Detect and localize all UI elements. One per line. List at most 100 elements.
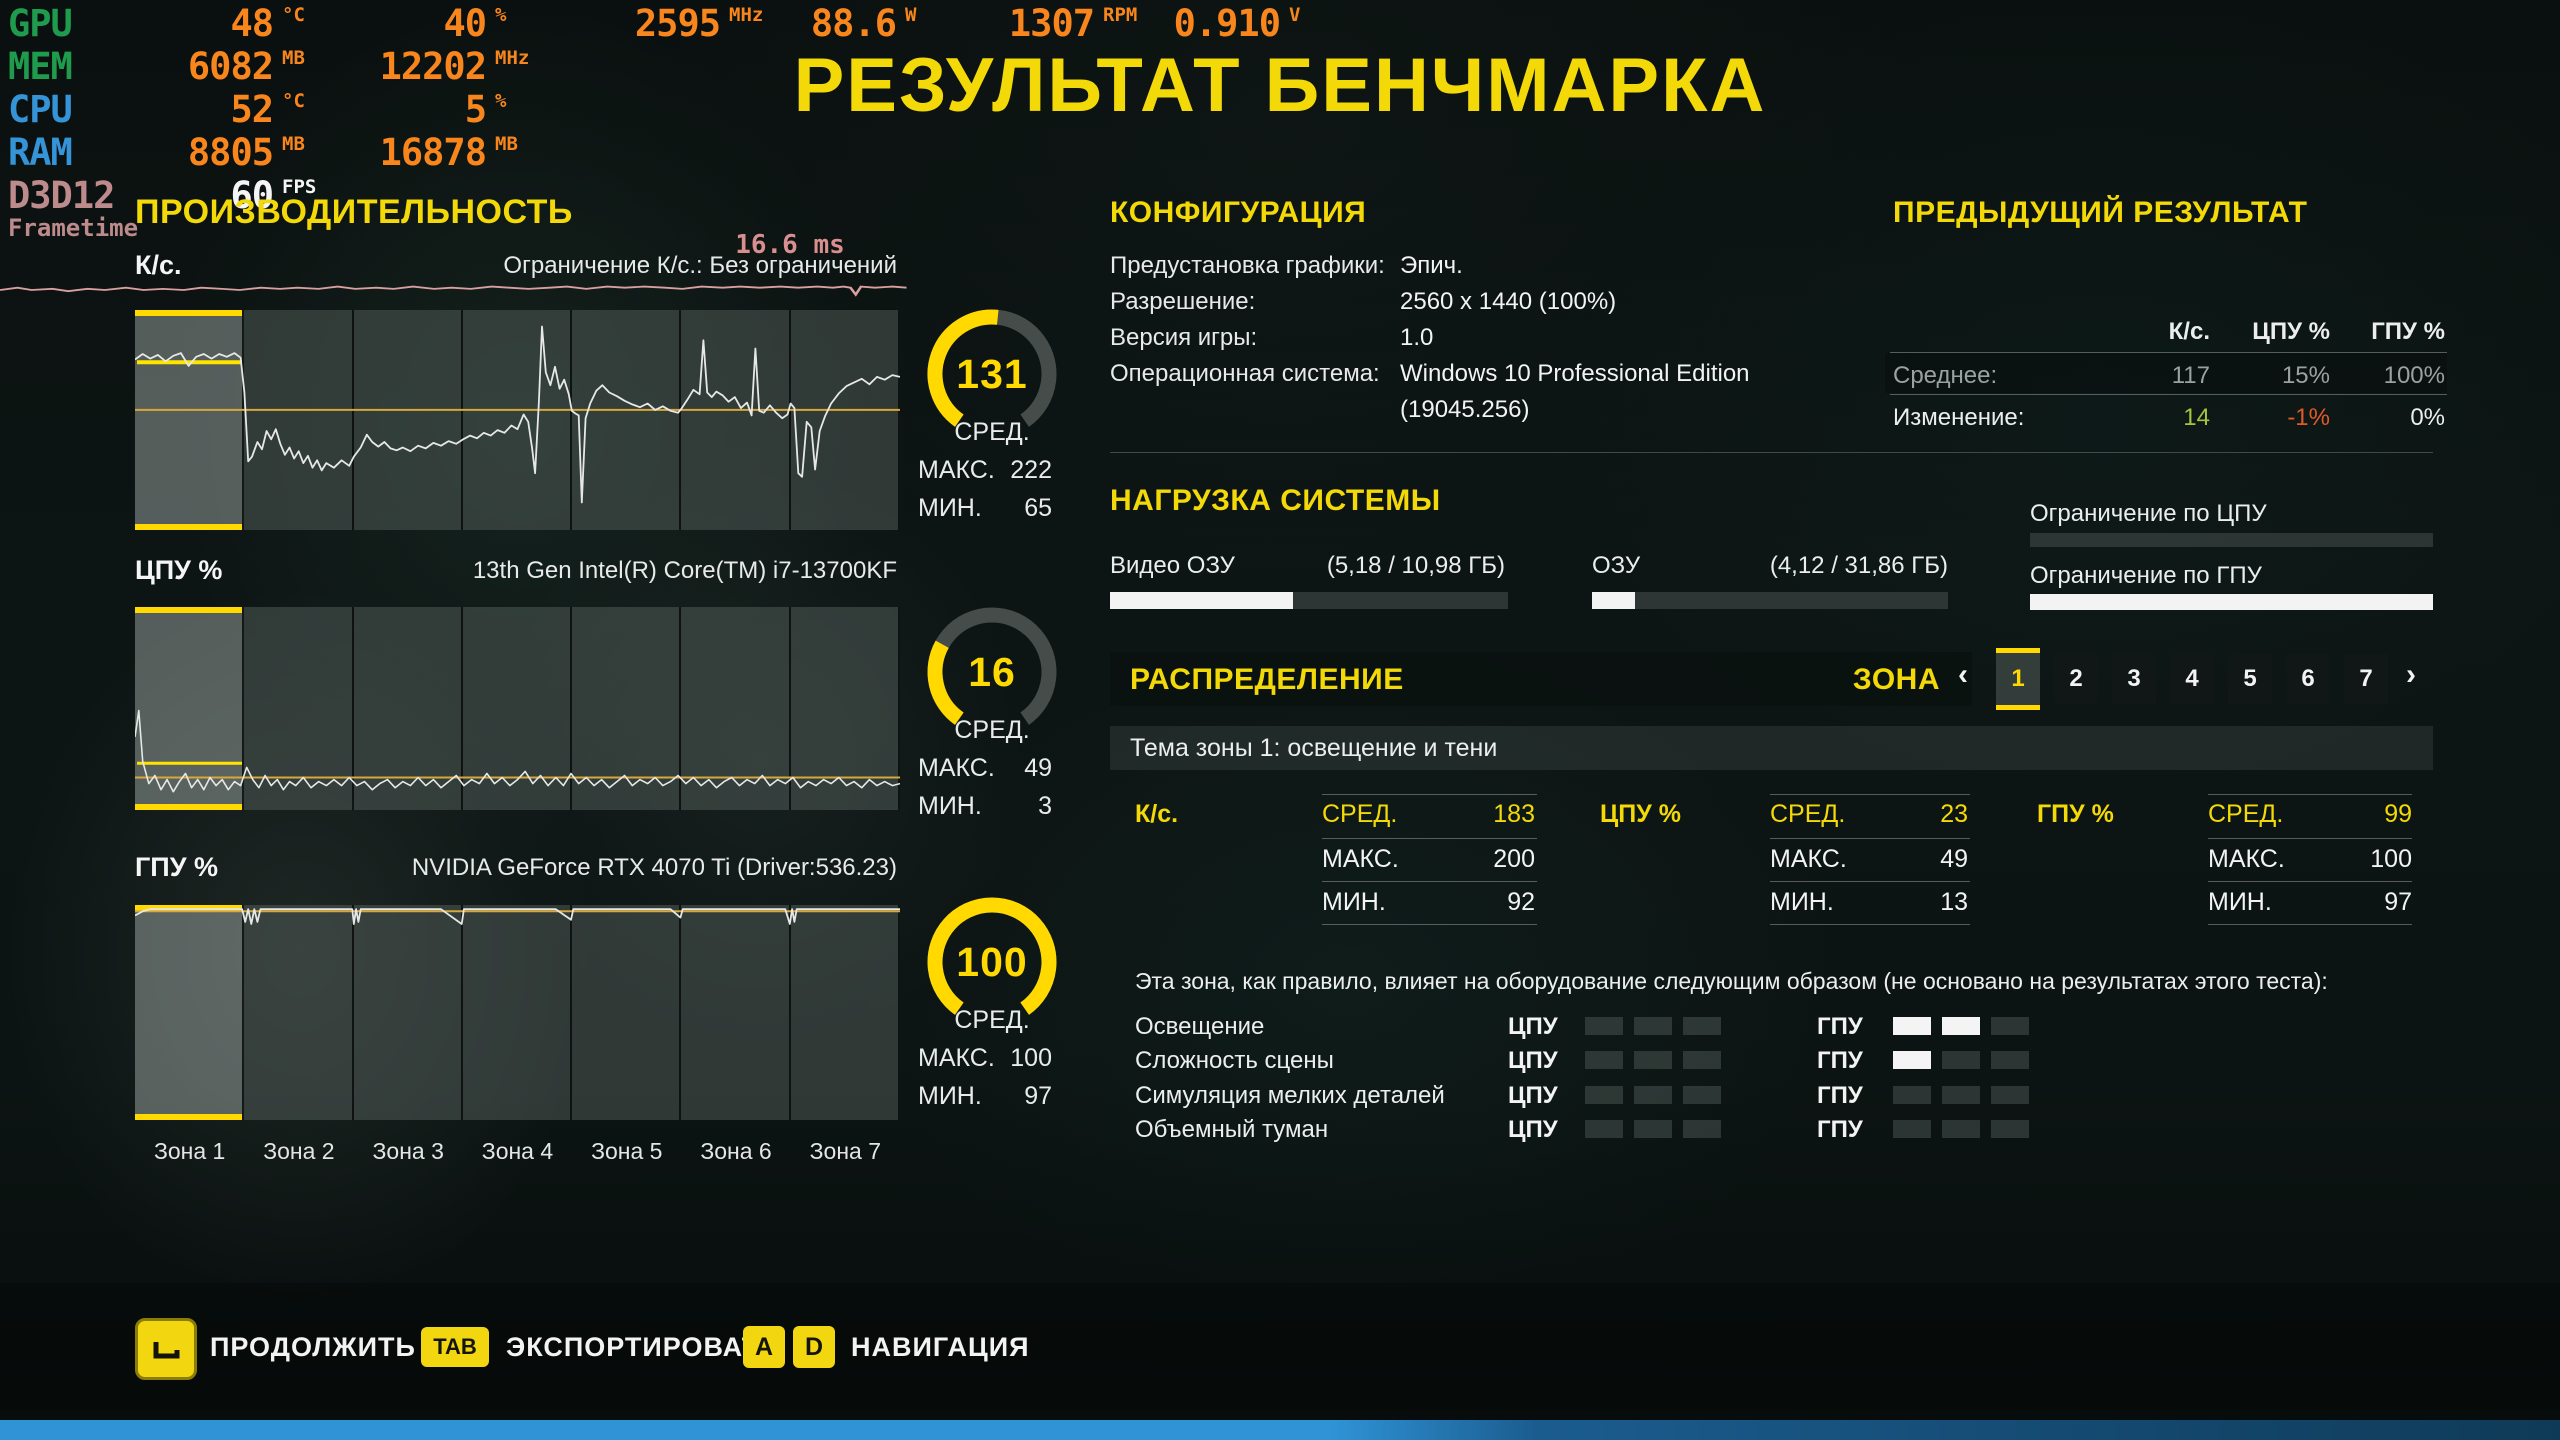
zone-stat-gpu-avg-label: СРЕД. — [2208, 800, 2284, 828]
osd-ram-row: RAM 8805 MB 16878 MB — [8, 131, 1358, 174]
zone-tab-2[interactable]: 2 — [2054, 654, 2098, 704]
fps-gauge-avg-label: СРЕД. — [954, 418, 1030, 446]
osd-gpu-load: 40 — [443, 2, 487, 45]
osd-gpu-temp-unit: °C — [282, 4, 305, 26]
config-os-value-line2: (19045.256) — [1400, 396, 1530, 423]
zone-tab-4[interactable]: 4 — [2170, 654, 2214, 704]
fps-limit-note: Ограничение К/с.: Без ограничений — [503, 252, 897, 279]
osd-cpu-load: 5 — [464, 88, 487, 131]
cpu-gauge-avg-label: СРЕД. — [954, 716, 1030, 744]
osd-mem-used-unit: MB — [282, 47, 305, 69]
impact-row-4-gpu-segments — [1893, 1120, 2040, 1138]
zone-tab-7[interactable]: 7 — [2344, 654, 2388, 704]
osd-mem-clock-unit: MHz — [495, 47, 530, 69]
zone-tab-1[interactable]: 1 — [1996, 648, 2040, 710]
zone-stat-gpu-name: ГПУ % — [2037, 800, 2114, 828]
cpu-bound-bar — [2030, 533, 2433, 547]
d-key-icon[interactable]: D — [793, 1326, 835, 1368]
tab-key-icon[interactable]: TAB — [421, 1327, 489, 1367]
osd-gpu-clock-unit: MHz — [729, 4, 764, 26]
continue-button[interactable]: ПРОДОЛЖИТЬ — [210, 1332, 416, 1362]
zone-tab-3[interactable]: 3 — [2112, 654, 2156, 704]
osd-api-row: D3D12 60 FPS — [8, 174, 1358, 217]
zone-label-1: Зона 1 — [153, 1138, 226, 1164]
ram-label: ОЗУ — [1592, 552, 1641, 579]
fps-zone-4-column — [462, 310, 573, 530]
impact-row-3-gpu-label: ГПУ — [1817, 1082, 1863, 1109]
enter-key-icon[interactable] — [135, 1318, 197, 1380]
osd-gpu-fan-unit: RPM — [1103, 4, 1138, 26]
zone-stat-fps-min-label: МИН. — [1322, 888, 1386, 916]
gpu-zone-5-column — [572, 905, 682, 1120]
osd-mem-row: MEM 6082 MB 12202 MHz — [8, 45, 1358, 88]
fps-gauge: 131 — [917, 299, 1067, 449]
zone-tab-5[interactable]: 5 — [2228, 654, 2272, 704]
zone-theme-bar — [1110, 726, 2433, 770]
fps-min-value: 65 — [1024, 494, 1052, 522]
fps-zone-5-column — [572, 310, 682, 530]
zone-selector-label: ЗОНА — [1852, 663, 1940, 696]
osd-cpu-temp: 52 — [230, 88, 274, 131]
prev-col-cpu: ЦПУ % — [2252, 318, 2330, 345]
gpu-gauge: 100 — [917, 887, 1067, 1037]
osd-gpu-load-unit: % — [495, 4, 507, 26]
fps-graph-plot — [135, 325, 900, 504]
cpu-graph-label: ЦПУ % — [135, 555, 223, 585]
gpu-zone-2-column — [244, 905, 354, 1120]
ram-bar — [1592, 592, 1948, 609]
zone-tab-6[interactable]: 6 — [2286, 654, 2330, 704]
config-preset-value: Эпич. — [1400, 252, 1463, 279]
cpu-zone-7-column — [790, 607, 900, 810]
impact-row-2-gpu-segments — [1893, 1051, 2040, 1069]
zone-label-4: Зона 4 — [481, 1138, 554, 1164]
fps-zone-6-column — [681, 310, 791, 530]
zone-stat-gpu-max: 100 — [2370, 845, 2412, 873]
osd-gpu-fan: 1307 — [1008, 2, 1095, 45]
cpu-graph — [135, 607, 900, 810]
zone-stat-gpu-max-label: МАКС. — [2208, 845, 2285, 873]
vram-bar — [1110, 592, 1508, 609]
zone-stat-cpu-min: 13 — [1940, 888, 1968, 916]
bottom-blue-strip — [0, 1420, 2560, 1440]
gpu-max-value: 100 — [1010, 1044, 1052, 1072]
zone-stat-cpu-min-label: МИН. — [1770, 888, 1834, 916]
gpu-zone-1-column — [135, 905, 245, 1120]
gpu-graph — [135, 905, 900, 1120]
cpu-gauge-value: 16 — [968, 648, 1016, 695]
cpu-zone-3-column — [353, 607, 463, 810]
export-button[interactable]: ЭКСПОРТИРОВАТЬ — [506, 1332, 780, 1362]
osd-api-label: D3D12 — [8, 174, 115, 217]
vram-value: (5,18 / 10,98 ГБ) — [1326, 552, 1505, 579]
osd-gpu-voltage-unit: V — [1289, 4, 1301, 26]
fps-max-label: МАКС. — [918, 456, 995, 484]
zone-stat-cpu-avg: 23 — [1940, 800, 1968, 828]
impact-row-4-name: Объемный туман — [1135, 1116, 1329, 1143]
prev-zone-arrow[interactable]: ‹ — [1958, 658, 1968, 691]
config-preset-label: Предустановка графики: — [1110, 252, 1385, 279]
a-key-icon[interactable]: A — [743, 1326, 785, 1368]
enter-glyph — [153, 1342, 180, 1359]
osd-ram-used-unit: MB — [282, 133, 305, 155]
zone-label-6: Зона 6 — [700, 1138, 772, 1164]
osd-gpu-power: 88.6 — [810, 2, 897, 45]
zone-stat-gpu-min: 97 — [2384, 888, 2412, 916]
impact-row-4-cpu-segments — [1585, 1120, 1732, 1138]
impact-row-3-cpu-label: ЦПУ — [1508, 1082, 1558, 1109]
distribution-heading: РАСПРЕДЕЛЕНИЕ — [1130, 663, 1404, 696]
osd-ram-total-unit: MB — [495, 133, 518, 155]
config-resolution-value: 2560 x 1440 (100%) — [1400, 288, 1617, 315]
zone-stat-fps-max-label: МАКС. — [1322, 845, 1399, 873]
prev-avg-label: Среднее: — [1893, 362, 1998, 389]
zone-label-7: Зона 7 — [809, 1138, 881, 1164]
osd-cpu-temp-unit: °C — [282, 90, 305, 112]
zone-stat-gpu-avg: 99 — [2384, 800, 2412, 828]
system-load-heading: НАГРУЗКА СИСТЕМЫ — [1110, 484, 1441, 517]
next-zone-arrow[interactable]: › — [2406, 658, 2416, 691]
cpu-min-label: МИН. — [918, 792, 982, 820]
gpu-graph-label: ГПУ % — [135, 852, 219, 882]
zone-label-5: Зона 5 — [591, 1138, 663, 1164]
impact-row-2-cpu-label: ЦПУ — [1508, 1047, 1558, 1074]
fps-zone-3-column — [353, 310, 463, 530]
